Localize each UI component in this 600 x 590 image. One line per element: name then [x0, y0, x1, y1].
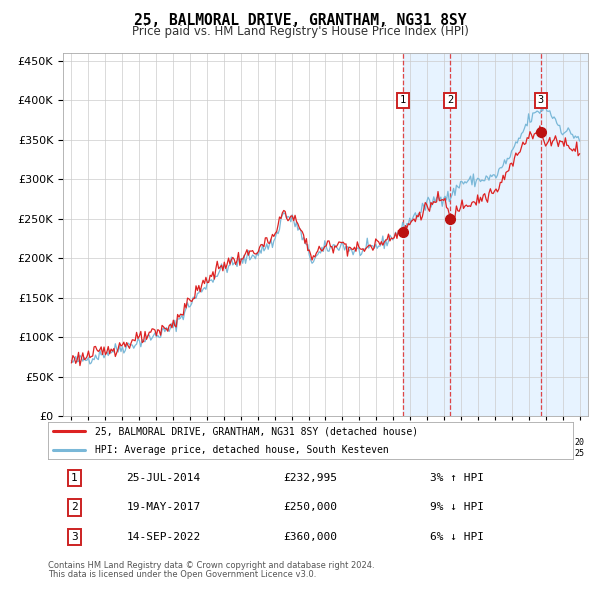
Text: 20
09: 20 09 [304, 438, 314, 458]
Text: 20
19: 20 19 [473, 438, 483, 458]
Text: 20
01: 20 01 [168, 438, 178, 458]
Text: 20
21: 20 21 [507, 438, 517, 458]
Text: 20
12: 20 12 [355, 438, 364, 458]
Bar [451, 53, 541, 416]
Text: 20
03: 20 03 [202, 438, 212, 458]
Text: 20
07: 20 07 [269, 438, 280, 458]
Text: 20
16: 20 16 [422, 438, 432, 458]
Text: 3: 3 [71, 532, 77, 542]
Text: 25-JUL-2014: 25-JUL-2014 [127, 473, 200, 483]
Text: 19
99: 19 99 [134, 438, 144, 458]
Text: 9% ↓ HPI: 9% ↓ HPI [431, 503, 485, 512]
Text: 20
06: 20 06 [253, 438, 263, 458]
Text: 19
95: 19 95 [67, 438, 76, 458]
Text: 19
97: 19 97 [100, 438, 110, 458]
Text: 19
98: 19 98 [117, 438, 127, 458]
Text: 20
20: 20 20 [490, 438, 500, 458]
Text: 19-MAY-2017: 19-MAY-2017 [127, 503, 200, 512]
Text: 20
25: 20 25 [575, 438, 584, 458]
Text: 1: 1 [71, 473, 77, 483]
Text: 20
22: 20 22 [524, 438, 534, 458]
Text: 20
05: 20 05 [236, 438, 246, 458]
Text: Contains HM Land Registry data © Crown copyright and database right 2024.: Contains HM Land Registry data © Crown c… [48, 560, 374, 569]
Text: 20
00: 20 00 [151, 438, 161, 458]
Text: 20
11: 20 11 [337, 438, 347, 458]
Bar [403, 53, 451, 416]
Text: 3% ↑ HPI: 3% ↑ HPI [431, 473, 485, 483]
Text: 20
08: 20 08 [287, 438, 296, 458]
Text: 2: 2 [447, 96, 454, 106]
Bar [541, 53, 588, 416]
Text: 20
02: 20 02 [185, 438, 195, 458]
Text: 2: 2 [71, 503, 77, 512]
Text: £360,000: £360,000 [284, 532, 337, 542]
Text: This data is licensed under the Open Government Licence v3.0.: This data is licensed under the Open Gov… [48, 570, 316, 579]
Text: 20
15: 20 15 [405, 438, 415, 458]
Text: 20
10: 20 10 [320, 438, 331, 458]
Text: 20
23: 20 23 [541, 438, 551, 458]
Text: 20
18: 20 18 [456, 438, 466, 458]
Text: 25, BALMORAL DRIVE, GRANTHAM, NG31 8SY: 25, BALMORAL DRIVE, GRANTHAM, NG31 8SY [134, 13, 466, 28]
Text: HPI: Average price, detached house, South Kesteven: HPI: Average price, detached house, Sout… [95, 445, 389, 455]
Text: 14-SEP-2022: 14-SEP-2022 [127, 532, 200, 542]
Text: 19
96: 19 96 [83, 438, 94, 458]
Text: 6% ↓ HPI: 6% ↓ HPI [431, 532, 485, 542]
Text: 20
24: 20 24 [557, 438, 568, 458]
Text: £232,995: £232,995 [284, 473, 337, 483]
Text: 1: 1 [400, 96, 406, 106]
Text: 20
14: 20 14 [388, 438, 398, 458]
Text: Price paid vs. HM Land Registry's House Price Index (HPI): Price paid vs. HM Land Registry's House … [131, 25, 469, 38]
Text: 20
17: 20 17 [439, 438, 449, 458]
Text: 25, BALMORAL DRIVE, GRANTHAM, NG31 8SY (detached house): 25, BALMORAL DRIVE, GRANTHAM, NG31 8SY (… [95, 426, 418, 436]
Text: 3: 3 [538, 96, 544, 106]
Text: £250,000: £250,000 [284, 503, 337, 512]
Text: 20
04: 20 04 [219, 438, 229, 458]
Text: 20
13: 20 13 [371, 438, 382, 458]
